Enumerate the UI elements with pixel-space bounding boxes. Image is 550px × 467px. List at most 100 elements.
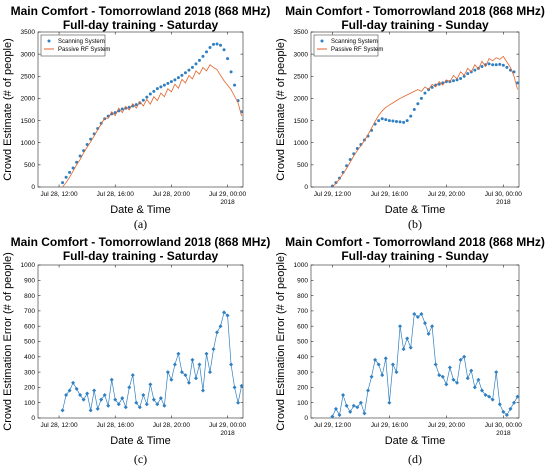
- data-point: [159, 85, 163, 89]
- data-point: [106, 403, 111, 408]
- y-tick-label: 2500: [21, 73, 36, 80]
- series-line: [62, 311, 242, 411]
- data-point: [193, 376, 198, 381]
- y-tick-label: 800: [24, 293, 35, 300]
- data-point: [377, 119, 381, 123]
- chart-panel-d: Main Comfort - Tomorrowland 2018 (868 MH…: [275, 235, 545, 466]
- y-tick-label: 0: [304, 184, 308, 191]
- data-point: [61, 181, 65, 185]
- data-point: [109, 377, 114, 382]
- plot-area: [37, 31, 244, 188]
- data-point: [152, 89, 156, 93]
- data-point: [81, 397, 86, 402]
- x-year-label: 2018: [220, 199, 235, 206]
- data-point: [151, 397, 156, 402]
- chart-panel-a: Main Comfort - Tomorrowland 2018 (868 MH…: [2, 4, 270, 231]
- data-point: [466, 72, 470, 76]
- data-point: [148, 382, 153, 387]
- y-tick-label: 2000: [21, 96, 36, 103]
- data-point: [412, 108, 416, 111]
- plot-area: [310, 264, 520, 419]
- data-point: [504, 412, 509, 417]
- y-tick-label: 0: [31, 184, 35, 191]
- panel-caption: (b): [408, 217, 422, 231]
- x-tick-label: Jul 30, 00:00: [485, 422, 523, 429]
- data-point: [236, 400, 241, 405]
- data-point: [212, 42, 216, 46]
- data-point: [355, 405, 360, 410]
- data-point: [166, 81, 170, 85]
- y-tick-label: 200: [297, 385, 308, 392]
- data-point: [487, 394, 492, 399]
- y-tick-label: 1000: [21, 262, 36, 269]
- y-axis-label: Crowd Estimation Error (# of people): [275, 252, 287, 431]
- data-point: [501, 63, 505, 67]
- x-tick-label: Jul 29, 12:00: [314, 191, 352, 198]
- y-tick-label: 1500: [294, 118, 309, 125]
- data-point: [215, 42, 219, 46]
- data-point: [334, 181, 338, 185]
- x-tick-label: Jul 28, 16:00: [97, 422, 135, 429]
- data-point: [447, 365, 452, 370]
- x-tick-label: Jul 28, 20:00: [153, 191, 191, 198]
- y-tick-label: 900: [24, 278, 35, 285]
- data-point: [465, 376, 470, 381]
- chart-title: Main Comfort - Tomorrowland 2018 (868 MH…: [11, 4, 271, 18]
- data-point: [437, 373, 442, 378]
- data-point: [71, 380, 76, 385]
- data-point: [127, 385, 132, 390]
- data-point: [365, 388, 370, 393]
- data-point: [498, 62, 502, 66]
- data-point: [123, 405, 128, 410]
- data-point: [145, 95, 149, 99]
- x-axis-label: Date & Time: [385, 435, 446, 447]
- data-point: [473, 68, 477, 72]
- data-point: [155, 402, 160, 407]
- y-tick-label: 1500: [21, 118, 36, 125]
- data-point: [190, 65, 194, 69]
- data-point: [394, 119, 398, 123]
- data-point: [183, 71, 187, 75]
- data-point: [416, 102, 420, 106]
- data-point: [409, 114, 413, 118]
- x-tick-label: Jul 29, 20:00: [428, 422, 466, 429]
- data-point: [197, 362, 202, 367]
- data-point: [222, 48, 226, 52]
- series-0: [60, 310, 244, 413]
- y-tick-label: 3000: [294, 51, 309, 58]
- data-point: [233, 83, 237, 87]
- data-point: [398, 120, 402, 124]
- data-point: [344, 403, 349, 408]
- legend-label: Scanning System: [331, 39, 378, 45]
- data-point: [85, 142, 89, 146]
- series-1: [332, 55, 518, 188]
- y-tick-label: 300: [24, 369, 35, 376]
- legend: Scanning System Passive RF System: [313, 34, 383, 57]
- y-tick-label: 500: [24, 162, 35, 169]
- data-point: [85, 391, 90, 396]
- data-point: [201, 54, 205, 58]
- data-point: [373, 357, 378, 362]
- y-tick-label: 700: [297, 308, 308, 315]
- data-point: [134, 400, 139, 405]
- data-point: [218, 324, 223, 329]
- data-point: [179, 370, 184, 375]
- data-point: [64, 175, 68, 179]
- y-axis-label: Crowd Estimate (# of people): [275, 38, 287, 180]
- x-tick-label: Jul 28, 16:00: [97, 191, 135, 198]
- data-point: [458, 357, 463, 362]
- x-axis-label: Date & Time: [110, 435, 171, 447]
- x-year-label: 2018: [496, 430, 511, 437]
- data-point: [172, 362, 177, 367]
- data-point: [204, 50, 208, 54]
- data-point: [176, 76, 180, 80]
- data-point: [512, 400, 517, 405]
- data-point: [415, 315, 420, 320]
- x-tick-label: Jul 29, 12:00: [314, 422, 352, 429]
- data-point: [64, 393, 69, 398]
- chart-panel-b: Main Comfort - Tomorrowland 2018 (868 MH…: [275, 4, 545, 231]
- data-point: [222, 310, 227, 315]
- data-point: [402, 120, 406, 124]
- x-tick-label: Jul 30, 00:00: [485, 191, 523, 198]
- y-tick-label: 600: [297, 323, 308, 330]
